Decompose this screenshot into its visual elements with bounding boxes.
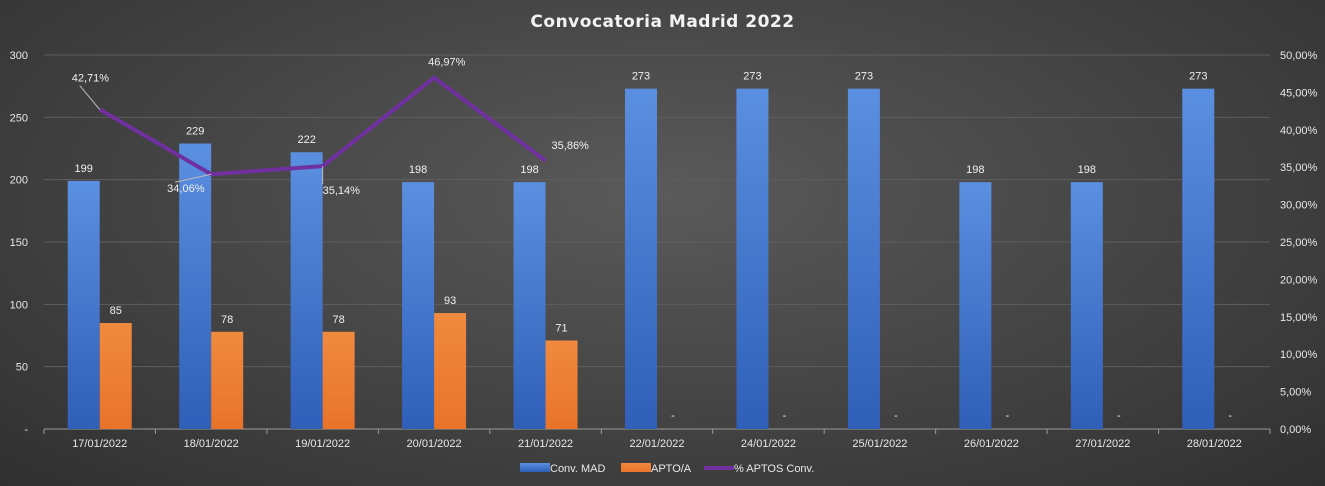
legend-swatch — [621, 463, 651, 472]
x-tick-label: 19/01/2022 — [295, 438, 350, 450]
y-right-tick-label: 35,00% — [1280, 162, 1318, 174]
data-label-pct-aptos: 35,14% — [323, 185, 361, 197]
bar-conv-mad — [1070, 182, 1103, 429]
bar-conv-mad — [402, 182, 435, 429]
data-label-apto: - — [783, 410, 787, 422]
bar-apto — [211, 331, 244, 429]
data-label-conv-mad: 198 — [966, 164, 984, 176]
legend-label: % APTOS Conv. — [734, 463, 814, 475]
y-right-tick-label: 20,00% — [1280, 274, 1318, 286]
bar-conv-mad — [67, 180, 100, 429]
data-label-pct-aptos: 42,71% — [72, 73, 110, 85]
x-tick-label: 17/01/2022 — [72, 438, 127, 450]
data-label-apto: 71 — [555, 322, 567, 334]
bar-conv-mad — [179, 143, 212, 429]
chart-title: Convocatoria Madrid 2022 — [530, 12, 795, 32]
y-right-tick-label: 30,00% — [1280, 200, 1318, 212]
data-label-apto: 78 — [221, 314, 233, 326]
data-label-apto: 85 — [110, 305, 122, 317]
bar-conv-mad — [959, 182, 992, 429]
y-right-tick-label: 45,00% — [1280, 87, 1318, 99]
leader-line — [79, 85, 101, 110]
data-label-conv-mad: 198 — [1078, 164, 1096, 176]
bar-conv-mad — [290, 152, 323, 430]
y-right-tick-label: 0,00% — [1280, 424, 1311, 436]
bar-conv-mad — [847, 88, 880, 429]
data-label-apto: - — [671, 410, 675, 422]
bar-conv-mad — [513, 182, 546, 429]
bar-conv-mad — [1182, 88, 1215, 429]
data-label-apto: - — [894, 410, 898, 422]
line-pct-aptos — [98, 75, 547, 177]
data-label-apto: 78 — [333, 314, 345, 326]
y-left-tick-label: 150 — [10, 237, 28, 249]
bar-apto — [434, 313, 467, 429]
y-right-tick-label: 5,00% — [1280, 387, 1311, 399]
data-label-pct-aptos: 35,86% — [552, 140, 590, 152]
x-tick-label: 24/01/2022 — [741, 438, 796, 450]
x-tick-label: 20/01/2022 — [407, 438, 462, 450]
bar-apto — [545, 340, 578, 429]
data-label-pct-aptos: 46,97% — [428, 57, 466, 69]
data-label-apto: 93 — [444, 295, 456, 307]
data-label-conv-mad: 229 — [186, 126, 204, 138]
data-label-pct-aptos: 34,06% — [167, 183, 205, 195]
y-left-tick-label: 200 — [10, 175, 28, 187]
data-label-apto: - — [1228, 410, 1232, 422]
data-label-conv-mad: 198 — [409, 164, 427, 176]
data-label-conv-mad: 273 — [632, 71, 650, 83]
data-label-conv-mad: 273 — [855, 71, 873, 83]
bar-apto — [322, 331, 355, 429]
leader-line — [175, 173, 212, 183]
bar-conv-mad — [736, 88, 769, 429]
data-label-conv-mad: 199 — [75, 163, 93, 175]
data-label-apto: - — [1117, 410, 1121, 422]
x-tick-label: 21/01/2022 — [518, 438, 573, 450]
data-label-conv-mad: 222 — [297, 134, 315, 146]
y-right-tick-label: 15,00% — [1280, 312, 1318, 324]
y-right-tick-label: 50,00% — [1280, 50, 1318, 62]
y-left-tick-label: 250 — [10, 112, 28, 124]
legend-label: APTO/A — [651, 463, 692, 475]
x-tick-label: 25/01/2022 — [852, 438, 907, 450]
x-tick-label: 27/01/2022 — [1075, 438, 1130, 450]
y-right-tick-label: 25,00% — [1280, 237, 1318, 249]
y-left-tick-label: - — [24, 424, 28, 436]
legend-label: Conv. MAD — [550, 463, 605, 475]
data-label-conv-mad: 273 — [743, 71, 761, 83]
y-left-tick-label: 100 — [10, 299, 28, 311]
y-right-tick-label: 10,00% — [1280, 349, 1318, 361]
bar-apto — [99, 323, 132, 429]
x-tick-label: 18/01/2022 — [184, 438, 239, 450]
y-left-tick-label: 50 — [16, 362, 28, 374]
bar-conv-mad — [625, 88, 657, 429]
y-left-tick-label: 300 — [10, 50, 28, 62]
x-tick-label: 22/01/2022 — [629, 438, 684, 450]
x-tick-label: 28/01/2022 — [1187, 438, 1242, 450]
y-right-tick-label: 40,00% — [1280, 125, 1318, 137]
data-label-apto: - — [1006, 410, 1010, 422]
data-label-conv-mad: 198 — [520, 164, 538, 176]
legend-swatch — [520, 463, 550, 472]
data-label-conv-mad: 273 — [1189, 71, 1207, 83]
x-tick-label: 26/01/2022 — [964, 438, 1019, 450]
